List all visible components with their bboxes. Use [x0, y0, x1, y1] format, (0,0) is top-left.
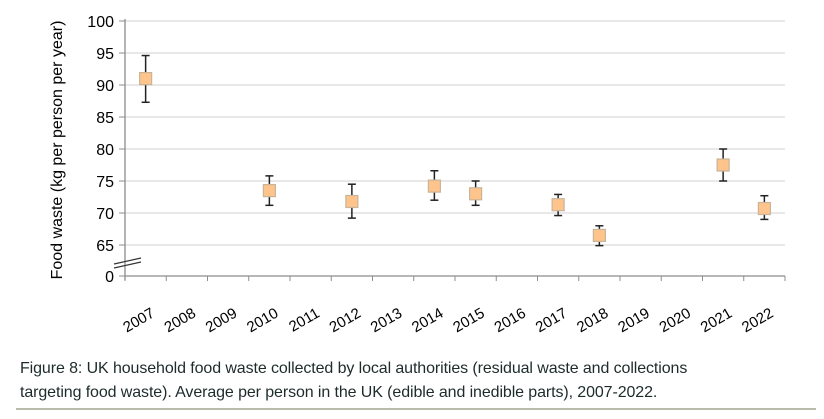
y-tick-label: 100 [87, 14, 114, 31]
axes [113, 19, 786, 281]
x-tick-label: 2010 [244, 305, 281, 336]
x-tick-label: 2018 [574, 305, 611, 336]
gridlines [125, 20, 785, 246]
x-tick-label: 2007 [120, 305, 157, 336]
x-tick-label: 2016 [491, 305, 528, 336]
x-tick-label: 2017 [533, 305, 570, 336]
x-tick-label: 2011 [286, 305, 322, 336]
y-tick-label: 70 [96, 206, 114, 223]
figure-caption: Figure 8: UK household food waste collec… [20, 357, 820, 405]
y-axis-label: Food waste (kg per person per year) [49, 21, 66, 280]
x-tick-label: 2009 [203, 305, 240, 336]
x-tick-label: 2015 [450, 305, 487, 336]
data-point-2015 [469, 187, 483, 201]
y-tick-label: 80 [96, 142, 114, 159]
caption-line-1: Figure 8: UK household food waste collec… [20, 360, 688, 377]
axis-break-mark [113, 257, 142, 265]
y-tick-label: 65 [96, 238, 114, 255]
caption-line-2: targeting food waste). Average per perso… [20, 384, 658, 401]
y-tick-label: 95 [96, 46, 114, 63]
x-tick-label: 2020 [656, 305, 693, 336]
y-tick-labels: 0 65 70 75 80 85 90 95 100 [87, 14, 114, 286]
data-point-2014 [427, 179, 441, 193]
axis-break-mark [113, 261, 142, 269]
x-tick-label: 2021 [698, 305, 735, 336]
x-tick-label: 2013 [368, 305, 405, 336]
data-point-2010 [262, 184, 276, 198]
data-point-2007 [139, 71, 153, 86]
data-point-2021 [716, 158, 730, 172]
data-point-2022 [757, 201, 771, 216]
x-tick-label: 2019 [615, 305, 652, 336]
data-point-2018 [592, 228, 606, 242]
divider [16, 408, 816, 410]
x-tick-labels: 2007 2008 2009 2010 2011 2012 2013 2014 2015 2016… [120, 305, 776, 336]
data-point-2017 [551, 198, 565, 212]
x-tick-label: 2022 [739, 305, 776, 336]
y-tick-label: 0 [105, 269, 114, 286]
data-point-2012 [345, 194, 359, 209]
x-tick-label: 2014 [409, 305, 446, 336]
data-points [139, 54, 771, 247]
y-tick-label: 90 [96, 78, 114, 95]
y-tick-label: 85 [96, 110, 114, 127]
y-tick-label: 75 [96, 174, 114, 191]
x-tick-label: 2008 [161, 305, 198, 336]
x-tick-label: 2012 [326, 305, 363, 336]
